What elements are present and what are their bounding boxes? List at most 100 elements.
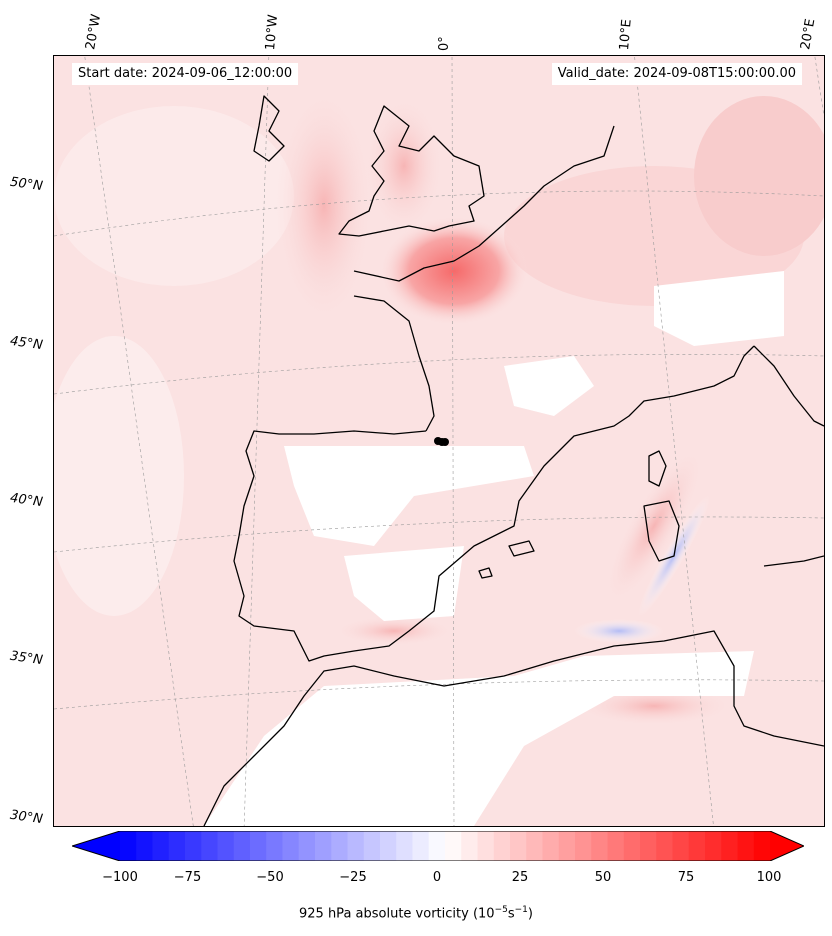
gridline-50n	[54, 190, 824, 237]
masked-area-iberian-plateau	[284, 446, 534, 546]
colorbar-segment	[282, 831, 300, 861]
negative-vorticity-band	[574, 619, 664, 643]
colorbar-label-unit: s	[507, 906, 515, 922]
colorbar-segment	[640, 831, 657, 861]
colorbar-extend-max	[770, 831, 804, 861]
colorbar-segment	[607, 831, 625, 861]
colorbar-segment	[185, 831, 202, 861]
colorbar-label: 925 hPa absolute vorticity (10−5s−1)	[0, 905, 832, 921]
colorbar-segment	[591, 831, 608, 861]
colorbar-extend-min	[72, 831, 120, 861]
gridline-40n	[54, 516, 824, 553]
colorbar-segment	[526, 831, 543, 861]
masked-area-massif-central	[504, 356, 594, 416]
vorticity-band	[604, 447, 704, 605]
field-patch	[694, 96, 824, 256]
coastline-italy	[753, 345, 824, 427]
colorbar-segment	[672, 831, 690, 861]
lon-label-20w: 20°W	[83, 13, 105, 52]
colorbar-segment	[217, 831, 235, 861]
colorbar-tick: 50	[594, 870, 612, 885]
lat-label-45n: 45°N	[9, 333, 44, 354]
colorbar-tick: −100	[102, 870, 138, 885]
lat-label-30n: 30°N	[9, 807, 44, 828]
gridline-45n	[54, 353, 824, 395]
colorbar-tick: 75	[677, 870, 695, 885]
field-streak	[274, 86, 374, 326]
coastline-france-north	[353, 125, 615, 282]
lat-label-40n: 40°N	[9, 490, 44, 511]
coastline-iberia-mediterranean	[233, 345, 755, 662]
colorbar-label-text: 925 hPa absolute vorticity (10	[299, 906, 495, 922]
colorbar-segment	[331, 831, 348, 861]
colorbar-label-exponent: −5	[494, 905, 508, 915]
field-patch	[54, 336, 184, 616]
gridline-20w	[84, 56, 194, 826]
colorbar-tick: −25	[339, 870, 367, 885]
colorbar-tick: 100	[756, 870, 782, 885]
colorbar-segment	[705, 831, 722, 861]
colorbar-segment	[315, 831, 332, 861]
colorbar-tick: −50	[256, 870, 284, 885]
colorbar-segment	[168, 831, 186, 861]
colorbar-segment	[721, 831, 738, 861]
colorbar-segment	[510, 831, 527, 861]
colorbar-segment	[363, 831, 381, 861]
gridline-20e	[814, 56, 824, 117]
colorbar-segment	[298, 831, 316, 861]
lon-label-10e: 10°E	[617, 18, 635, 52]
colorbar-segment	[380, 831, 397, 861]
colorbar-segment	[542, 831, 560, 861]
vorticity-band	[364, 96, 444, 236]
coastline-corsica	[648, 450, 667, 487]
gridline-10e	[634, 56, 714, 826]
colorbar-segment	[201, 831, 218, 861]
coastline-mallorca	[508, 540, 535, 557]
colorbar-segment	[120, 831, 137, 861]
vorticity-band	[334, 616, 454, 646]
gridline-0	[451, 56, 455, 826]
colorbar-segment	[250, 831, 267, 861]
lat-label-50n: 50°N	[9, 174, 44, 195]
lon-label-10w: 10°W	[263, 13, 282, 51]
colorbar-segment	[461, 831, 478, 861]
colorbar-tick: −75	[173, 870, 202, 885]
colorbar-tick: 25	[511, 870, 529, 885]
coastline-ibiza	[478, 567, 493, 579]
lat-label-35n: 35°N	[9, 648, 44, 669]
colorbar-segment	[575, 831, 592, 861]
colorbar-label-close: )	[527, 906, 533, 922]
masked-area-alps	[654, 271, 784, 346]
colorbar-segment	[477, 831, 495, 861]
coastline-great-britain	[338, 105, 485, 237]
masked-area-atlas	[204, 651, 754, 826]
colorbar	[72, 831, 804, 861]
colorbar-label-exponent: −1	[514, 905, 528, 915]
colorbar-segment	[656, 831, 673, 861]
field-patch	[54, 106, 294, 286]
colorbar-segment	[347, 831, 365, 861]
colorbar-segment	[623, 831, 641, 861]
valid-date-label: Valid_date: 2024-09-08T15:00:00.00	[551, 63, 802, 85]
colorbar-segment	[152, 831, 170, 861]
colorbar-segment	[266, 831, 283, 861]
colorbar-segment	[396, 831, 413, 861]
colorbar-segment	[428, 831, 446, 861]
coastline-sardinia	[643, 500, 680, 562]
colorbar-segment	[493, 831, 511, 861]
coastline-sicily	[763, 555, 824, 567]
coastline-france-west	[353, 295, 435, 432]
colorbar-segment	[558, 831, 576, 861]
colorbar-segment	[136, 831, 153, 861]
colorbar-segment	[445, 831, 462, 861]
lon-label-20e: 20°E	[798, 17, 819, 52]
map-panel[interactable]	[53, 55, 825, 827]
masked-area-iberian-plateau	[344, 546, 464, 621]
colorbar-segment	[753, 831, 771, 861]
vorticity-field-map	[54, 56, 824, 826]
coastline-north-africa	[203, 630, 824, 826]
colorbar-segment	[412, 831, 430, 861]
colorbar-segment	[737, 831, 755, 861]
vorticity-maximum	[379, 216, 529, 326]
lon-label-0: 0°	[437, 36, 452, 51]
